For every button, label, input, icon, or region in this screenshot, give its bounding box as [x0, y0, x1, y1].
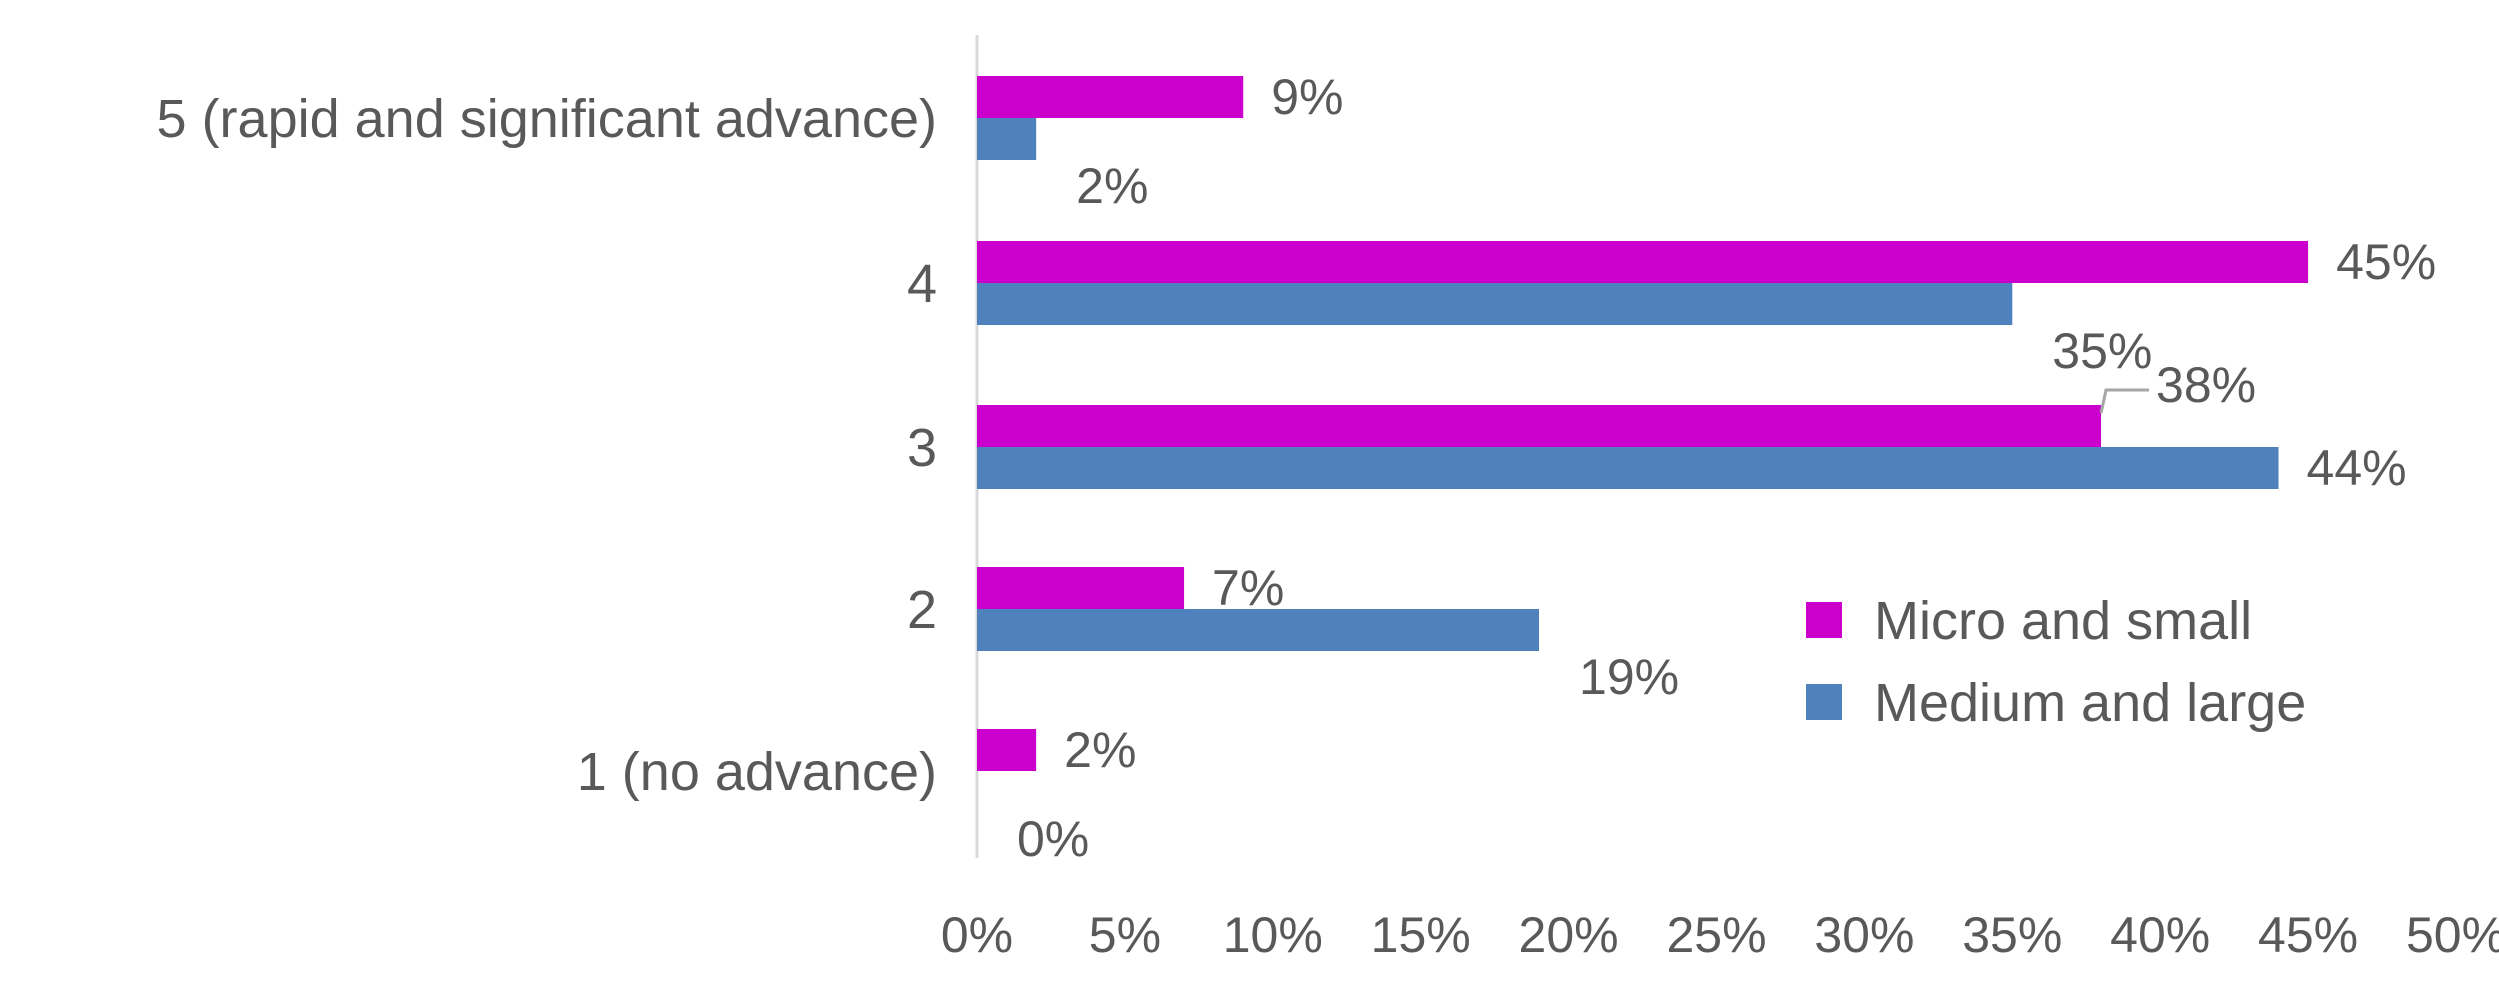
- data-label: 44%: [2307, 440, 2407, 496]
- data-label: 9%: [1271, 69, 1343, 125]
- data-label: 19%: [1579, 649, 1679, 705]
- leader-line: [2099, 388, 2150, 414]
- x-tick-label: 40%: [2110, 907, 2210, 963]
- legend-swatch: [1806, 684, 1842, 720]
- x-tick-label: 25%: [1666, 907, 1766, 963]
- data-label: 38%: [2156, 357, 2256, 413]
- category-label: 1 (no advance): [577, 742, 937, 802]
- x-tick-label: 35%: [1962, 907, 2062, 963]
- legend-label: Micro and small: [1874, 591, 2252, 651]
- data-label: 7%: [1212, 560, 1284, 616]
- x-tick-label: 45%: [2258, 907, 2358, 963]
- category-label: 3: [907, 418, 937, 478]
- x-tick-label: 10%: [1223, 907, 1323, 963]
- bar-micro-small: [977, 729, 1037, 771]
- bar-micro-small: [977, 567, 1185, 609]
- data-label: 0%: [1017, 811, 1089, 867]
- x-tick-label: 0%: [941, 907, 1013, 963]
- data-label: 45%: [2336, 234, 2436, 290]
- bar-medium-large: [977, 447, 2279, 489]
- bar-medium-large: [977, 609, 1540, 651]
- x-tick-label: 30%: [1814, 907, 1914, 963]
- data-label: 2%: [1064, 722, 1136, 778]
- x-tick-label: 50%: [2406, 907, 2499, 963]
- x-tick-label: 20%: [1519, 907, 1619, 963]
- legend-label: Medium and large: [1874, 673, 2306, 733]
- x-tick-label: 15%: [1371, 907, 1471, 963]
- bar-micro-small: [977, 405, 2102, 447]
- data-label: 35%: [2052, 323, 2152, 379]
- x-tick-label: 5%: [1089, 907, 1161, 963]
- category-label: 5 (rapid and significant advance): [157, 89, 937, 149]
- bar-medium-large: [977, 283, 2013, 325]
- legend-swatch: [1806, 602, 1842, 638]
- data-label: 2%: [1076, 158, 1148, 214]
- bar-micro-small: [977, 76, 1244, 118]
- category-label: 2: [907, 580, 937, 640]
- bar-micro-small: [977, 241, 2309, 283]
- category-label: 4: [907, 254, 937, 314]
- bar-medium-large: [977, 118, 1037, 160]
